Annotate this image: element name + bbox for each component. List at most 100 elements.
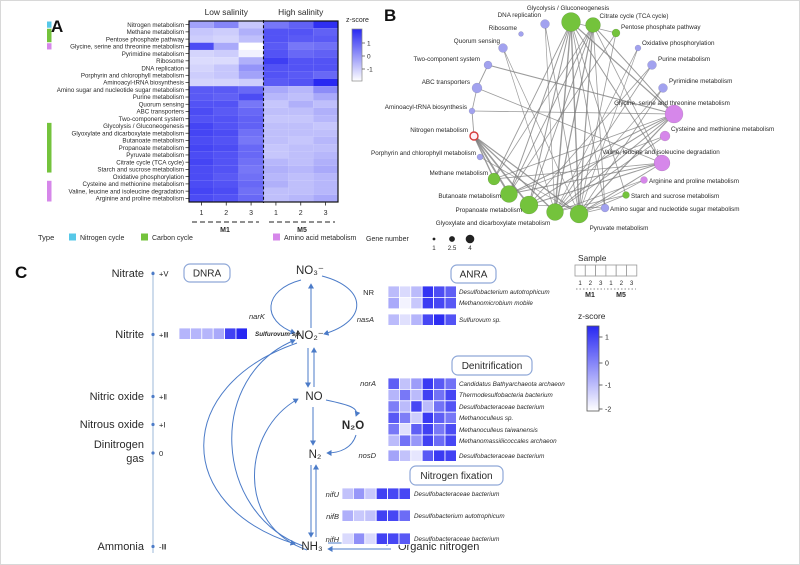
process-box	[450, 264, 497, 284]
heatmap-cell	[263, 107, 289, 116]
pathway-arrow	[231, 338, 304, 547]
network-edge	[479, 156, 580, 215]
heatmap-cell	[288, 35, 314, 43]
mini-heatmap-cell	[375, 532, 389, 545]
sample-group-m5: M5	[616, 292, 626, 299]
gene-number-title: Gene number	[366, 236, 409, 243]
mini-heatmap-cell	[410, 449, 423, 462]
species-label: Desulfobacterium autotrophicum	[414, 513, 505, 520]
heatmap-cell	[263, 180, 289, 188]
mini-heatmap-cell	[387, 532, 400, 545]
gene-label-nasA: nasA	[357, 315, 374, 324]
mini-heatmap-cell	[410, 423, 423, 436]
heatmap-cell	[263, 57, 289, 65]
heatmap-cell	[263, 173, 289, 181]
sample-box	[615, 264, 627, 277]
mini-heatmap-cell	[398, 388, 412, 402]
heatmap-cell	[189, 158, 214, 166]
heatmap-cell	[263, 122, 289, 130]
node-label-propanoate: Propanoate metabolism	[455, 207, 522, 214]
mini-heatmap-cell	[444, 423, 457, 436]
species-label: Desulfobacteraceae bacterium	[414, 491, 499, 498]
heatmap-cell	[313, 49, 338, 58]
sample-box	[595, 264, 607, 277]
heatmap-cell	[288, 158, 314, 166]
heatmap-cell	[313, 165, 338, 174]
mini-heatmap-cell	[410, 377, 423, 390]
network-edge	[544, 23, 556, 213]
heatmap-cell	[263, 100, 289, 108]
sample-number: 2	[620, 280, 624, 287]
mini-heatmap-cell	[433, 449, 446, 462]
gene-number-value: 4	[468, 245, 472, 252]
mini-heatmap-cell	[421, 296, 435, 310]
row-label: Purine metabolism	[133, 94, 184, 101]
mini-heatmap-cell	[341, 509, 354, 522]
heatmap-cell	[238, 136, 264, 145]
mini-heatmap-cell	[421, 388, 435, 402]
row-label: Glycolysis / Gluconeogenesis	[103, 123, 184, 130]
legend-swatch	[273, 233, 280, 241]
heatmap-cell	[189, 136, 214, 145]
type-bar	[47, 180, 52, 202]
node-label-starch: Starch and sucrose metabolism	[631, 193, 719, 200]
gene-label-nifB: nifB	[326, 512, 339, 521]
heatmap-cell	[189, 165, 214, 174]
colorbar-c-tick-label: -2	[605, 407, 611, 414]
network-edge	[554, 64, 653, 213]
network-edge	[493, 113, 675, 180]
row-label: Two-component system	[119, 116, 184, 123]
mini-heatmap-cell	[444, 449, 457, 462]
mini-heatmap-cell	[433, 388, 446, 402]
row-label: Pyrimidine metabolism	[122, 51, 184, 58]
legend-label: Amino acid metabolism	[284, 235, 357, 242]
heatmap-cell	[313, 187, 338, 195]
heatmap-cell	[263, 158, 289, 166]
heatmap-cell	[213, 35, 239, 43]
colorbar-c-tick-label: 1	[605, 335, 609, 342]
mini-heatmap-cell	[433, 285, 446, 298]
sample-number: 1	[609, 280, 613, 287]
gene-label-nifH: nifH	[326, 535, 340, 544]
heatmap-cell	[263, 194, 289, 202]
mini-heatmap-cell	[375, 509, 389, 522]
heatmap-cell	[313, 42, 338, 50]
process-box-label: Nitrogen fixation	[420, 471, 492, 482]
process-box-label: Denitrification	[462, 361, 523, 372]
network-edge	[592, 24, 675, 115]
row-label: Oxidative phosphorylation	[113, 174, 185, 181]
heatmap-cell	[288, 57, 314, 65]
mini-heatmap-cell	[398, 400, 412, 413]
heatmap-cell	[238, 194, 264, 202]
heatmap-cell	[189, 194, 214, 202]
row-label: Glyoxylate and dicarboxylate metabolism	[72, 130, 184, 137]
gene-label-NR: NR	[363, 288, 374, 297]
heatmap-cell	[189, 57, 214, 65]
network-edge	[554, 194, 627, 213]
molecule: NO₂⁻	[296, 330, 324, 342]
row-label: Porphyrin and chlorophyll metabolism	[81, 73, 184, 80]
legend-label: Carbon cycle	[152, 235, 193, 242]
species-label: Methanomassiliicoccales archaeon	[459, 438, 557, 445]
heatmap-cell	[189, 115, 214, 123]
heatmap-cell	[313, 158, 338, 166]
heatmap-cell	[313, 71, 338, 79]
mini-heatmap-cell	[433, 377, 446, 390]
heatmap-cell	[263, 151, 289, 159]
network-node-pentose	[611, 28, 621, 38]
network-edge	[508, 135, 666, 195]
axis-species: Dinitrogen	[94, 439, 144, 451]
heatmap-cell	[288, 165, 314, 174]
heatmap-cell	[213, 122, 239, 130]
panel-c: Nitrate +Ⅴ Nitrite +Ⅲ Nitric oxide +Ⅱ Nitrous …	[80, 253, 638, 553]
node-label-citrate: Citrate cycle (TCA cycle)	[600, 13, 669, 20]
heatmap-cell	[238, 173, 264, 181]
mini-heatmap-cell	[444, 377, 457, 390]
mini-heatmap-cell	[387, 285, 400, 298]
axis-species: Nitric oxide	[90, 391, 144, 403]
sample-number: 3	[249, 210, 253, 217]
mini-heatmap-cell	[421, 449, 435, 462]
mini-heatmap-cell	[387, 388, 400, 402]
heatmap-cell	[288, 180, 314, 188]
